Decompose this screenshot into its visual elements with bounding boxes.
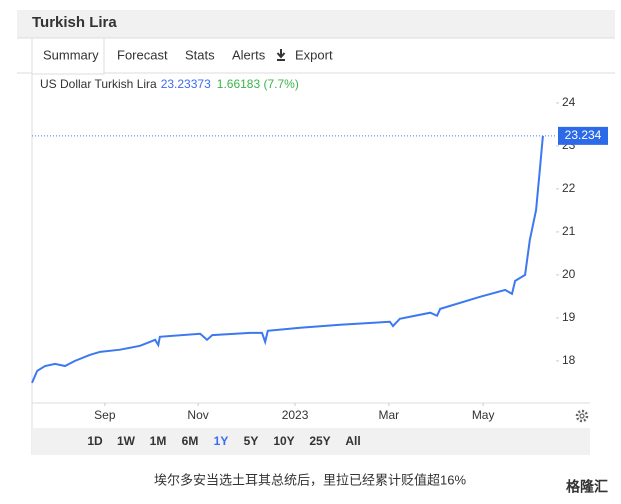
x-tick-label: Nov	[187, 408, 208, 422]
watermark: 格隆汇	[566, 479, 608, 495]
header-band	[17, 10, 615, 38]
x-tick-label: 2023	[282, 408, 309, 422]
y-tick-label: 20	[562, 267, 576, 281]
y-tick-label: 22	[562, 181, 576, 195]
export-icon	[276, 49, 286, 61]
range-bar	[32, 428, 590, 455]
gear	[575, 409, 589, 423]
tab[interactable]: Summary	[43, 47, 99, 62]
y-tick-label: 18	[562, 353, 576, 367]
range-button[interactable]: 6M	[182, 434, 199, 448]
range-button[interactable]: 25Y	[309, 434, 330, 448]
legend-change: 1.66183 (7.7%)	[217, 77, 299, 91]
legend-series: US Dollar Turkish Lira	[40, 77, 157, 91]
x-tick-label: Mar	[379, 408, 400, 422]
active-tab	[31, 37, 105, 75]
range-button[interactable]: 10Y	[273, 434, 294, 448]
tab[interactable]: Stats	[185, 47, 215, 62]
tab[interactable]: Forecast	[117, 47, 168, 62]
y-tick-label: 19	[562, 310, 576, 324]
page-title: Turkish Lira	[32, 14, 117, 31]
range-button[interactable]: 5Y	[244, 434, 259, 448]
x-tick-label: Sep	[94, 408, 116, 422]
price-line	[31, 135, 544, 384]
caption: 埃尔多安当选土耳其总统后，里拉已经累计贬值超16%	[154, 472, 466, 487]
last-value-tag	[558, 126, 608, 145]
range-button[interactable]: All	[345, 434, 360, 448]
last-value-label: 23.234	[565, 128, 602, 142]
y-tick-label: 21	[562, 224, 576, 238]
range-button[interactable]: 1W	[117, 434, 136, 448]
settings-icon[interactable]	[575, 409, 589, 423]
range-button[interactable]: 1M	[150, 434, 167, 448]
gear-hub	[579, 413, 585, 419]
x-tick-label: May	[472, 408, 495, 422]
y-tick-label: 24	[562, 95, 576, 109]
range-button[interactable]: 1Y	[214, 434, 229, 448]
legend-price: 23.23373	[161, 77, 211, 91]
tab[interactable]: Export	[295, 47, 333, 62]
range-button[interactable]: 1D	[87, 434, 103, 448]
tab[interactable]: Alerts	[232, 47, 266, 62]
